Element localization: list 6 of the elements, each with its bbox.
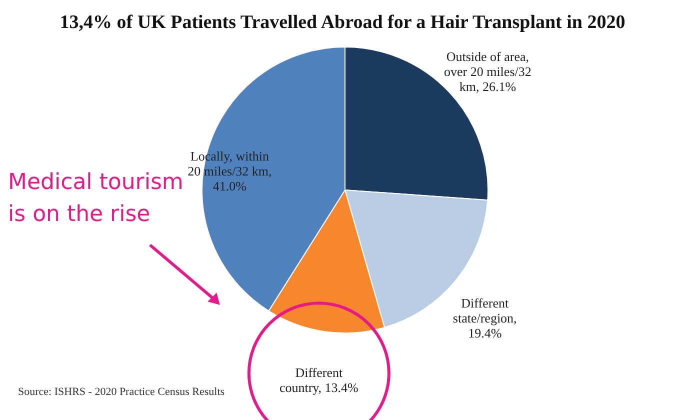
source-note: Source: ISHRS - 2020 Practice Census Results (18, 386, 225, 398)
slice-label: Outside of area, over 20 miles/32 km, 26.1% (444, 49, 532, 94)
slice-label: Different country, 13.4% (279, 365, 359, 396)
text: Medical tourism is on the rise (8, 170, 184, 227)
slice-label: Different state/region, 19.4% (452, 295, 517, 340)
chart-title: 13,4% of UK Patients Travelled Abroad for a Hair Transplant in 2020 (60, 12, 626, 33)
